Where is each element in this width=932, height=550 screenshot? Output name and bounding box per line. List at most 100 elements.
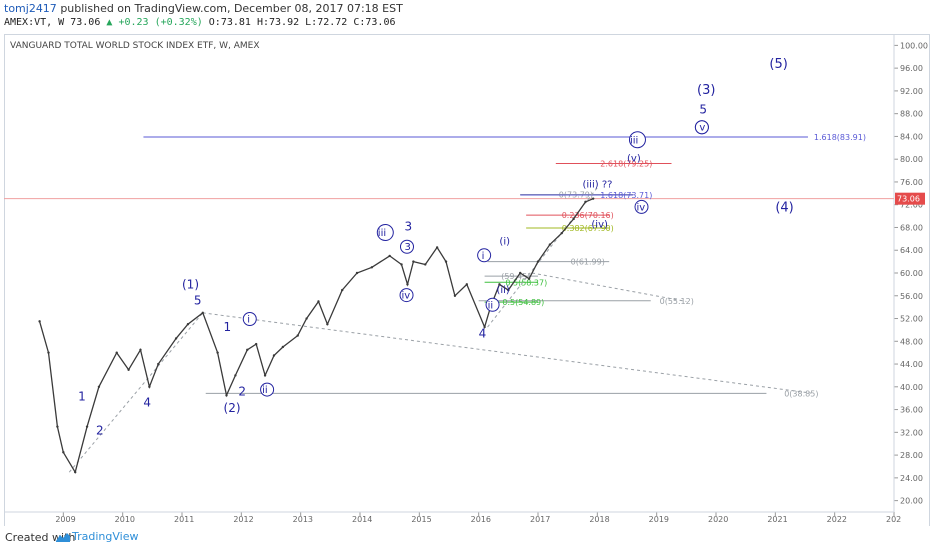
wave-label: 5	[194, 293, 202, 307]
price-point	[85, 425, 89, 428]
price-point	[519, 271, 522, 275]
tradingview-brand[interactable]: TradingView	[72, 530, 139, 543]
price-point	[47, 351, 50, 354]
x-tick-label: 2013	[293, 515, 313, 524]
wave-label: iv	[402, 291, 411, 302]
price-point	[127, 368, 130, 371]
x-tick-label: 2015	[411, 515, 431, 524]
price-point	[157, 362, 160, 366]
y-tick-label: 20.00	[900, 497, 923, 506]
price-point	[370, 266, 374, 269]
price-point	[74, 470, 77, 474]
price-point	[115, 351, 118, 354]
wave-label: iv	[636, 202, 645, 213]
price-point	[527, 277, 531, 280]
y-tick-label: 60.00	[900, 269, 923, 278]
y-tick-label: 24.00	[900, 474, 923, 483]
author-link[interactable]: tomj2417	[4, 2, 57, 15]
price-chart[interactable]: VANGUARD TOTAL WORLD STOCK INDEX ETF, W,…	[4, 34, 928, 526]
wave-circle	[694, 120, 709, 135]
wave-label: 1	[78, 389, 86, 403]
price-point	[38, 320, 41, 323]
published-text: published on TradingView.com, December 0…	[60, 2, 403, 15]
tradingview-logo-icon	[56, 533, 70, 542]
price-point	[305, 317, 308, 320]
price-point	[201, 311, 204, 315]
wave-circle	[260, 382, 275, 397]
price-point	[263, 374, 267, 377]
price-point	[444, 260, 448, 263]
wave-circle	[242, 312, 257, 327]
y-tick-label: 80.00	[900, 155, 923, 164]
y-tick-label: 44.00	[900, 360, 923, 369]
level-label: 0.5(54.89)	[502, 298, 544, 307]
wave-label: ii	[262, 385, 268, 396]
price-point	[388, 254, 391, 258]
price-point	[246, 348, 249, 352]
chart-title: VANGUARD TOTAL WORLD STOCK INDEX ETF, W,…	[10, 41, 260, 51]
open-value: O:73.81	[208, 17, 251, 28]
level-label: (59.45)	[501, 272, 530, 281]
x-tick-label: 2020	[708, 515, 728, 524]
quote-line: AMEX:VT, W 73.06 ▲ +0.23 (+0.32%) O:73.8…	[4, 17, 396, 28]
wave-label: 5	[699, 103, 707, 117]
wave-circle	[634, 199, 649, 214]
price-point	[498, 283, 501, 286]
wave-label: 4	[479, 326, 487, 340]
wave-label: 2	[96, 424, 104, 438]
wave-label: (4)	[775, 201, 793, 216]
price-point	[216, 351, 219, 354]
x-tick-label: 2012	[233, 515, 253, 524]
price-point	[317, 300, 320, 303]
y-tick-label: 72.00	[900, 201, 923, 210]
close-value: C:73.06	[353, 17, 396, 28]
price-point	[56, 425, 59, 428]
price-point	[591, 197, 595, 200]
wave-label: 3	[405, 219, 413, 233]
trend-line	[68, 312, 204, 473]
level-label: 1.618(83.91)	[814, 133, 866, 142]
price-point	[424, 263, 427, 266]
price-point	[536, 260, 540, 263]
y-tick-label: 48.00	[900, 337, 923, 346]
price-point	[483, 325, 486, 329]
x-tick-label: 202	[886, 515, 901, 524]
wave-label: iii	[630, 135, 638, 146]
x-tick-label: 2021	[767, 515, 787, 524]
price-point	[148, 385, 151, 389]
price-point	[406, 283, 409, 286]
price-series-line	[38, 198, 594, 474]
y-tick-label: 96.00	[900, 64, 923, 73]
wave-label: (1)	[182, 277, 199, 291]
wave-circle	[477, 248, 492, 263]
y-tick-label: 40.00	[900, 383, 923, 392]
wave-circle	[628, 131, 646, 149]
x-tick-label: 2016	[471, 515, 491, 524]
price-point	[453, 294, 457, 297]
price-point	[326, 323, 329, 326]
level-label: 2.618(79.25)	[600, 159, 652, 168]
price-point	[186, 323, 190, 326]
wave-label: (i)	[499, 237, 510, 248]
low-value: L:72.72	[305, 17, 348, 28]
wave-label: 4	[143, 396, 151, 410]
current-price-label: 73.06	[897, 195, 920, 204]
wave-label: v	[699, 123, 705, 134]
wave-label: (iv)	[591, 219, 608, 230]
chart-header: tomj2417 published on TradingView.com, D…	[0, 0, 932, 32]
up-arrow-icon: ▲	[106, 17, 113, 28]
price-point	[225, 394, 228, 397]
wave-label: (ii)	[496, 285, 509, 296]
level-label: 0.382(67.90)	[562, 224, 614, 233]
publish-line: tomj2417 published on TradingView.com, D…	[4, 2, 403, 15]
level-label: 0.5(58.37)	[505, 278, 547, 287]
price-point	[412, 260, 415, 263]
x-tick-label: 2022	[827, 515, 847, 524]
y-tick-label: 52.00	[900, 315, 923, 324]
price-point	[584, 200, 587, 204]
wave-label: (v)	[627, 153, 641, 164]
price-point	[435, 246, 439, 249]
level-label: 0.236(70.16)	[562, 211, 614, 220]
price-change: +0.23 (+0.32%)	[118, 17, 203, 28]
y-tick-label: 84.00	[900, 132, 923, 141]
